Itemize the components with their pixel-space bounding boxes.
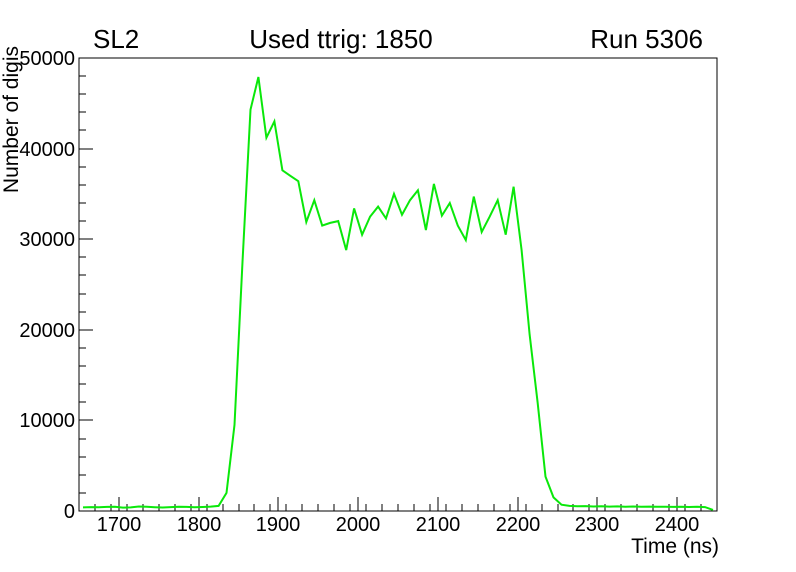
x-tick-label: 2000 (335, 514, 381, 536)
y-tick-label: 0 (63, 501, 75, 523)
y-tick-label: 20000 (19, 320, 75, 342)
y-tick-label: 30000 (19, 229, 75, 251)
y-tick-label: 50000 (19, 48, 75, 70)
x-tick-label: 1700 (96, 514, 142, 536)
plot-frame (78, 57, 718, 512)
chart-title: Used ttrig: 1850 (249, 24, 433, 54)
top-right-label: Run 5306 (590, 24, 703, 54)
x-tick-label: 2400 (654, 514, 700, 536)
x-tick-label: 1800 (176, 514, 222, 536)
x-tick-label: 1900 (255, 514, 301, 536)
top-left-label: SL2 (93, 24, 140, 54)
x-tick-label: 2300 (574, 514, 620, 536)
x-tick-label: 2100 (415, 514, 461, 536)
x-axis-title: Time (ns) (631, 535, 719, 558)
y-tick-label: 40000 (19, 139, 75, 161)
x-tick-label: 2200 (495, 514, 541, 536)
histogram-line (82, 76, 714, 511)
y-tick-label: 10000 (19, 410, 75, 432)
